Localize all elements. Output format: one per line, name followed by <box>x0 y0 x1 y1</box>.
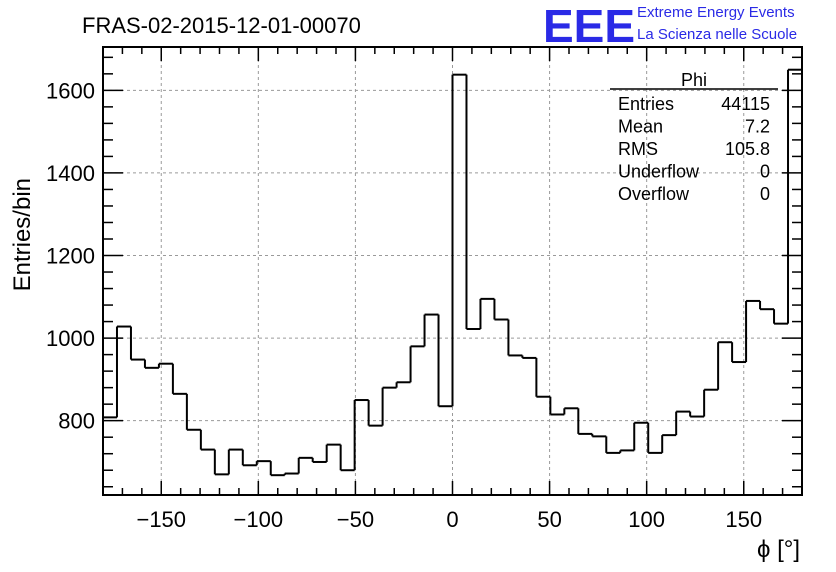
logo-line-1: Extreme Energy Events <box>637 4 795 21</box>
stats-rows: Entries 44115 Mean 7.2 RMS 105.8 Underflow 0 Ove… <box>618 94 770 204</box>
logo-line-2: La Scienza nelle Scuole <box>637 26 797 43</box>
stats-row-value: 0 <box>760 162 770 182</box>
y-tick-label: 1400 <box>46 161 95 186</box>
x-tick-label: −50 <box>337 507 374 532</box>
x-tick-label: −150 <box>136 507 186 532</box>
eee-logo: EEE Extreme Energy Events La Scienza nel… <box>543 0 797 52</box>
stats-row-label: Mean <box>618 117 663 137</box>
stats-row-label: Overflow <box>618 184 690 204</box>
y-tick-label: 1000 <box>46 326 95 351</box>
stats-row-value: 0 <box>760 184 770 204</box>
plot-frame <box>102 46 803 496</box>
x-tick-label: 50 <box>537 507 561 532</box>
stats-row-value: 105.8 <box>725 139 770 159</box>
x-axis-ticks: −150 −100 −50 0 50 100 150 <box>121 47 784 532</box>
y-tick-label: 1200 <box>46 244 95 269</box>
stats-row-label: Underflow <box>618 162 700 182</box>
x-tick-label: 100 <box>628 507 665 532</box>
stats-box: Phi Entries 44115 Mean 7.2 RMS 105.8 Underflow… <box>610 70 778 204</box>
stats-row-value: 44115 <box>721 94 770 114</box>
logo-mark: EEE <box>543 0 635 52</box>
y-tick-label: 1600 <box>46 78 95 103</box>
x-tick-label: 150 <box>725 507 762 532</box>
stats-row-label: RMS <box>618 139 658 159</box>
chart-title: FRAS-02-2015-12-01-00070 <box>82 13 361 38</box>
y-axis-ticks: 800 1000 1200 1400 1600 <box>46 56 802 488</box>
x-tick-label: −100 <box>234 507 284 532</box>
x-axis-label: ϕ [°] <box>757 536 800 563</box>
stats-row-value: 7.2 <box>745 117 770 137</box>
stats-row-label: Entries <box>618 94 674 114</box>
y-tick-label: 800 <box>58 409 95 434</box>
y-axis-label: Entries/bin <box>9 178 36 291</box>
stats-title: Phi <box>681 70 707 90</box>
x-tick-label: 0 <box>446 507 458 532</box>
